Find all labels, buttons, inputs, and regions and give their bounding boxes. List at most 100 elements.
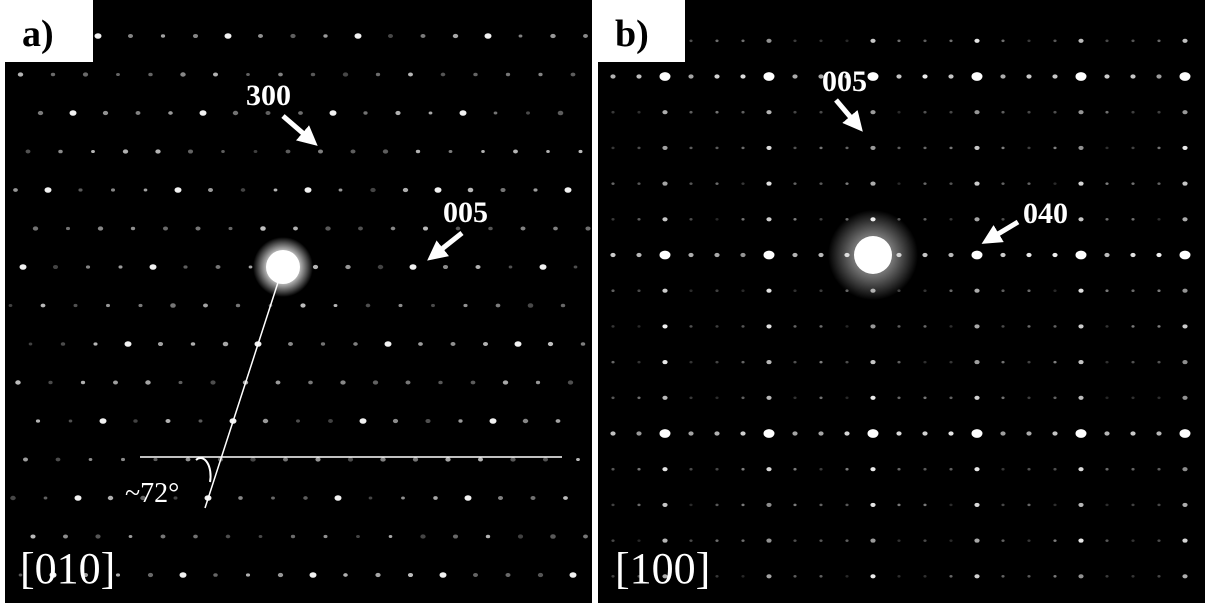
- diffraction-spot: [66, 227, 70, 230]
- diffraction-spot: [401, 496, 405, 499]
- diffraction-spot: [1078, 289, 1083, 293]
- diffraction-spot: [425, 419, 430, 423]
- diffraction-spot: [1027, 539, 1030, 542]
- diffraction-spot: [845, 361, 848, 364]
- diffraction-spot: [689, 40, 692, 43]
- diffraction-spot: [819, 325, 822, 328]
- annotation: 040: [1023, 197, 1068, 230]
- diffraction-spot: [548, 342, 553, 346]
- diffraction-spot: [688, 253, 693, 257]
- diffraction-spot: [348, 457, 353, 461]
- diffraction-spot: [571, 73, 576, 77]
- diffraction-spot: [819, 397, 822, 400]
- diffraction-spot: [1131, 397, 1134, 400]
- diffraction-spot: [819, 539, 822, 542]
- diffraction-spot: [923, 40, 926, 43]
- diffraction-spot: [1104, 74, 1109, 78]
- diffraction-spot: [662, 360, 667, 364]
- diffraction-spot: [662, 503, 667, 507]
- diffraction-spot: [1180, 72, 1191, 81]
- diffraction-spot: [585, 226, 590, 230]
- diffraction-spot: [113, 380, 118, 384]
- diffraction-spot: [1027, 361, 1030, 364]
- diffraction-spot: [715, 397, 718, 400]
- diffraction-spot: [15, 380, 21, 384]
- diffraction-spot: [155, 149, 160, 153]
- diffraction-spot: [416, 150, 420, 153]
- diffraction-spot: [451, 342, 456, 346]
- diffraction-spot: [949, 504, 952, 507]
- diffraction-spot: [485, 33, 492, 39]
- diffraction-spot: [515, 341, 522, 347]
- diffraction-spot: [1182, 146, 1187, 150]
- diffraction-spot: [637, 325, 640, 328]
- diffraction-spot: [558, 111, 564, 115]
- diffraction-spot: [1157, 575, 1160, 578]
- diffraction-spot: [922, 74, 927, 78]
- diffraction-spot: [741, 147, 744, 150]
- diffraction-spot: [83, 72, 88, 76]
- diffraction-spot: [433, 496, 438, 500]
- diffraction-spot: [406, 381, 411, 385]
- diffraction-spot: [1130, 253, 1135, 257]
- diffraction-spot: [543, 457, 548, 461]
- diffraction-spot: [385, 341, 392, 347]
- diffraction-spot: [63, 534, 68, 538]
- diffraction-spot: [445, 457, 450, 461]
- diffraction-spot: [870, 503, 875, 507]
- diffraction-spot: [1053, 468, 1056, 471]
- diffraction-spot: [741, 40, 744, 43]
- diffraction-spot: [949, 539, 952, 542]
- diffraction-spot: [249, 265, 253, 268]
- diffraction-spot: [792, 431, 797, 435]
- diffraction-spot: [308, 381, 313, 385]
- diffraction-spot: [153, 458, 157, 461]
- diffraction-spot: [343, 72, 348, 76]
- diffraction-spot: [1104, 253, 1109, 257]
- diffraction-spot: [565, 187, 572, 193]
- diffraction-spot: [95, 33, 102, 39]
- diffraction-spot: [556, 419, 561, 423]
- diffraction-spot: [741, 111, 744, 114]
- diffraction-spot: [740, 431, 745, 435]
- diffraction-spot: [1105, 539, 1108, 542]
- diffraction-spot: [1078, 324, 1083, 328]
- diffraction-spot: [111, 188, 115, 191]
- diffraction-spot: [391, 227, 396, 231]
- diffraction-spot: [897, 182, 900, 185]
- diffraction-spot: [490, 418, 497, 424]
- diffraction-spot: [1131, 147, 1134, 150]
- diffraction-spot: [637, 218, 640, 221]
- diffraction-spot: [328, 419, 333, 423]
- diffraction-spot: [313, 265, 318, 269]
- diffraction-spot: [579, 150, 583, 153]
- diffraction-spot: [550, 34, 555, 38]
- diffraction-spot: [741, 361, 744, 364]
- diffraction-spot: [86, 265, 90, 268]
- diffraction-spot: [897, 575, 900, 578]
- diffraction-spot: [870, 396, 875, 400]
- diffraction-spot: [260, 226, 266, 230]
- diffraction-spot: [793, 539, 796, 542]
- diffraction-spot: [100, 418, 107, 424]
- diffraction-spot: [360, 418, 367, 424]
- diffraction-spot: [33, 226, 38, 230]
- diffraction-spot: [574, 265, 578, 268]
- page: a) b) 300 005 ~72° [010] 005 040 [100] (…: [0, 0, 1205, 603]
- diffraction-spot: [226, 535, 231, 539]
- diffraction-spot: [1105, 40, 1108, 43]
- panel-label: b): [615, 13, 649, 55]
- diffraction-spot: [9, 304, 13, 307]
- diffraction-spot: [241, 188, 246, 192]
- diffraction-spot: [61, 342, 65, 346]
- diffraction-spot: [948, 431, 953, 435]
- diffraction-spot: [145, 380, 151, 384]
- central-beam-b: [854, 236, 892, 274]
- diffraction-spot: [526, 111, 530, 114]
- diffraction-spot: [1053, 325, 1056, 328]
- diffraction-spot: [923, 397, 926, 400]
- diffraction-spot: [636, 431, 641, 435]
- diffraction-spot: [819, 182, 822, 185]
- diffraction-spot: [576, 458, 580, 461]
- diffraction-spot: [1001, 218, 1004, 221]
